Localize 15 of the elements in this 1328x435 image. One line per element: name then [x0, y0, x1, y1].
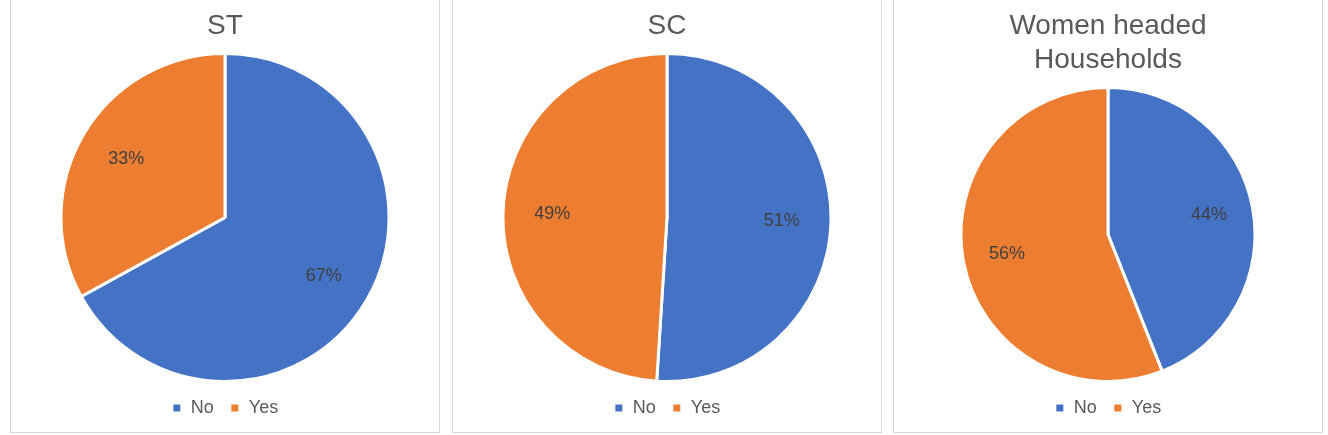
- chart-title: Women headed Households: [1008, 8, 1208, 76]
- data-label: 67%: [305, 264, 342, 285]
- legend-label: Yes: [248, 396, 279, 417]
- legend-label: Yes: [1131, 396, 1162, 417]
- data-label: 49%: [534, 202, 571, 223]
- chart-title: SC: [646, 8, 688, 42]
- legend-label: No: [632, 396, 656, 417]
- data-label: 51%: [763, 210, 800, 231]
- data-label: 56%: [988, 242, 1025, 263]
- data-label: 44%: [1191, 204, 1228, 225]
- chart-title: ST: [206, 8, 244, 42]
- legend-label: No: [1073, 396, 1097, 417]
- legend-label: Yes: [690, 396, 721, 417]
- legend-label: No: [190, 396, 214, 417]
- data-label: 33%: [108, 148, 145, 169]
